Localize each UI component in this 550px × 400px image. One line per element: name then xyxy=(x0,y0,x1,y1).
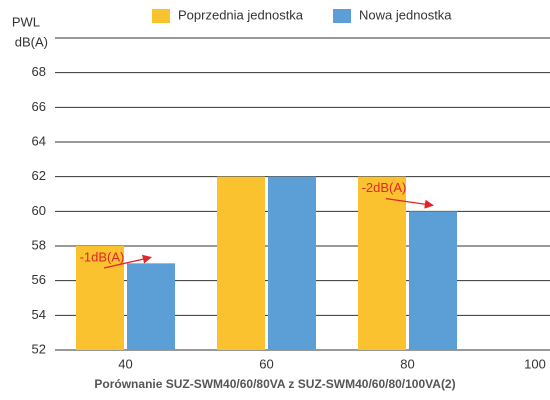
legend-label: Poprzednia jednostka xyxy=(178,7,304,22)
bar xyxy=(127,263,175,350)
y-tick-label: 58 xyxy=(32,237,46,252)
y-axis-title: PWL xyxy=(12,14,40,29)
x-axis-title: Porównanie SUZ-SWM40/60/80VA z SUZ-SWM40… xyxy=(94,377,455,391)
bar xyxy=(76,246,124,350)
bar xyxy=(358,176,406,350)
y-tick-label: 64 xyxy=(32,133,46,148)
bar xyxy=(268,176,316,350)
annotation: -2dB(A) xyxy=(362,180,407,195)
x-tick-label: 80 xyxy=(400,356,414,371)
y-tick-label: 66 xyxy=(32,99,46,114)
y-tick-label: 68 xyxy=(32,64,46,79)
x-tick-label: 100 xyxy=(524,356,546,371)
y-tick-label: 54 xyxy=(32,307,46,322)
y-tick-label: 52 xyxy=(32,341,46,356)
y-tick-label: 56 xyxy=(32,272,46,287)
annotation-arrow xyxy=(385,198,434,209)
annotation: -1dB(A) xyxy=(80,249,125,264)
y-tick-label: 60 xyxy=(32,203,46,218)
legend-swatch xyxy=(333,9,352,23)
bar xyxy=(409,211,457,350)
y-axis-title: dB(A) xyxy=(15,34,48,49)
x-tick-label: 40 xyxy=(118,356,132,371)
x-tick-label: 60 xyxy=(259,356,273,371)
legend-swatch xyxy=(152,9,170,23)
y-tick-label: 62 xyxy=(32,168,46,183)
legend-label: Nowa jednostka xyxy=(359,7,452,22)
annotation-arrow xyxy=(103,254,152,269)
bar xyxy=(217,176,265,350)
